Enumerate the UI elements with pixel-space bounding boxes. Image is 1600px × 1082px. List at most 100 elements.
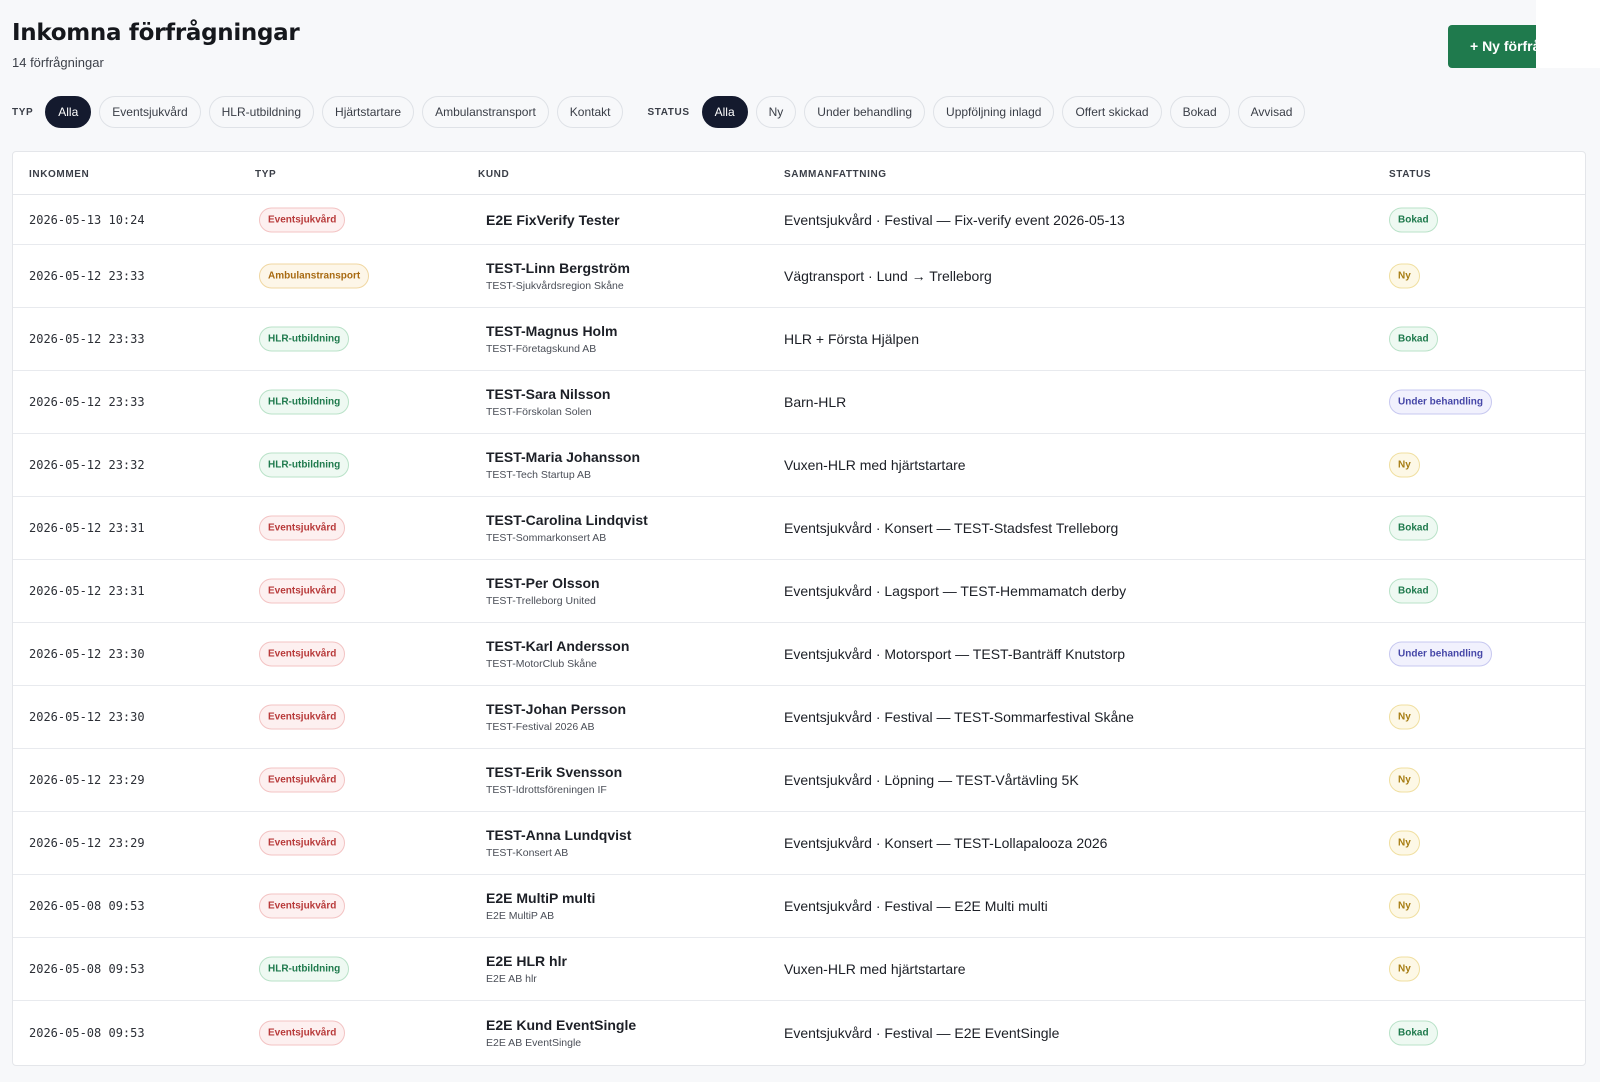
table-row[interactable]: 2026-05-12 23:32 HLR-utbildning TEST-Maria… [13,434,1585,497]
summary: Eventsjukvård · Lagsport — TEST-Hemmamat… [784,583,1127,599]
type-filter-alla[interactable]: Alla [45,96,92,128]
table-row[interactable]: 2026-05-12 23:29 Eventsjukvård TEST-Anna L… [13,812,1585,875]
status-cell: Bokad [1389,515,1438,541]
status-badge: Ny [1389,452,1420,478]
status-filter-bokad[interactable]: Bokad [1169,96,1230,128]
type-filter-ambulanstransport[interactable]: Ambulanstransport [422,96,549,128]
column-header-typ: TYP [255,169,277,180]
customer-organization: TEST-Förskolan Solen [486,406,592,418]
table-row[interactable]: 2026-05-08 09:53 HLR-utbildning E2E HLR hl… [13,938,1585,1001]
request-count: 14 förfrågningar [12,55,104,70]
type-filter-kontakt[interactable]: Kontakt [556,96,624,128]
type-cell: Eventsjukvård [259,207,346,232]
status-cell: Bokad [1389,207,1438,232]
received-date: 2026-05-08 09:53 [29,1025,145,1040]
requests-table: INKOMMEN TYP KUND SAMMANFATTNING STATUS … [12,151,1586,1066]
table-row[interactable]: 2026-05-13 10:24 Eventsjukvård E2E FixVeri… [13,195,1585,245]
status-filter-uppfoljning-inlagd[interactable]: Uppföljning inlagd [933,96,1055,128]
status-cell: Bokad [1389,326,1438,352]
type-cell: Ambulanstransport [259,263,370,289]
received-date: 2026-05-12 23:33 [29,332,145,346]
status-filter-label: STATUS [647,106,690,118]
customer-name: E2E MultiP multi [486,890,596,906]
type-cell: HLR-utbildning [259,956,350,982]
status-badge: Ny [1389,893,1420,919]
summary: Barn-HLR [784,394,847,410]
type-badge: Eventsjukvård [259,207,346,232]
summary: HLR + Första Hjälpen [784,331,920,347]
customer-cell: TEST-Sara Nilsson TEST-Förskolan Solen [486,386,610,418]
status-filter-ny[interactable]: Ny [755,96,797,128]
status-badge: Bokad [1389,326,1438,352]
status-cell: Ny [1389,830,1420,856]
type-filter-hlr-utbildning[interactable]: HLR-utbildning [208,96,315,128]
type-cell: Eventsjukvård [259,893,346,919]
type-cell: Eventsjukvård [259,1020,346,1045]
column-header-inkommen: INKOMMEN [29,169,90,180]
status-filter-alla[interactable]: Alla [701,96,748,128]
table-row[interactable]: 2026-05-12 23:30 Eventsjukvård TEST-Johan … [13,686,1585,749]
status-cell: Ny [1389,767,1420,793]
type-cell: Eventsjukvård [259,704,346,730]
received-date: 2026-05-12 23:30 [29,647,145,661]
customer-cell: TEST-Linn Bergström TEST-Sjukvårdsregion … [486,260,630,292]
customer-name: TEST-Karl Andersson [486,638,630,654]
status-cell: Ny [1389,704,1420,730]
status-badge: Bokad [1389,1020,1438,1045]
status-filter-under-behandling[interactable]: Under behandling [804,96,926,128]
table-row[interactable]: 2026-05-12 23:31 Eventsjukvård TEST-Per Ol… [13,560,1585,623]
table-row[interactable]: 2026-05-08 09:53 Eventsjukvård E2E Kund Ev… [13,1001,1585,1064]
type-badge: Eventsjukvård [259,641,346,667]
customer-name: E2E FixVerify Tester [486,211,620,228]
filter-bar: TYP Alla Eventsjukvård HLR-utbildning Hjärt… [12,96,1306,128]
customer-cell: TEST-Johan Persson TEST-Festival 2026 AB [486,701,626,733]
customer-organization: TEST-Företagskund AB [486,343,597,355]
customer-name: E2E Kund EventSingle [486,1016,637,1033]
received-date: 2026-05-12 23:30 [29,710,145,724]
type-badge: Eventsjukvård [259,830,346,856]
customer-cell: E2E HLR hlr E2E AB hlr [486,953,567,985]
customer-cell: TEST-Erik Svensson TEST-Idrottsföreningen… [486,764,622,796]
table-row[interactable]: 2026-05-12 23:29 Eventsjukvård TEST-Erik S… [13,749,1585,812]
customer-name: TEST-Johan Persson [486,701,627,717]
table-row[interactable]: 2026-05-12 23:31 Eventsjukvård TEST-Caroli… [13,497,1585,560]
customer-name: TEST-Carolina Lindqvist [486,512,648,528]
type-badge: Eventsjukvård [259,704,346,730]
status-filter-avvisad[interactable]: Avvisad [1237,96,1306,128]
status-cell: Ny [1389,263,1420,289]
table-body: 2026-05-13 10:24 Eventsjukvård E2E FixVeri… [13,195,1585,1064]
summary: Eventsjukvård · Festival — E2E Multi mul… [784,898,1048,914]
table-row[interactable]: 2026-05-12 23:33 HLR-utbildning TEST-Magnu… [13,308,1585,371]
customer-cell: E2E FixVerify Tester [486,212,620,228]
customer-name: TEST-Linn Bergström [486,260,630,276]
table-row[interactable]: 2026-05-12 23:33 Ambulanstransport TEST-Li… [13,245,1585,308]
status-cell: Ny [1389,956,1420,982]
customer-cell: TEST-Carolina Lindqvist TEST-Sommarkonser… [486,512,648,544]
customer-name: TEST-Anna Lundqvist [486,827,632,843]
received-date: 2026-05-12 23:29 [29,773,145,787]
summary: Eventsjukvård · Konsert — TEST-Stadsfest… [784,520,1119,536]
type-badge: HLR-utbildning [259,389,350,415]
type-badge: Eventsjukvård [259,1020,346,1045]
received-date: 2026-05-12 23:32 [29,458,145,472]
customer-organization: TEST-Sjukvårdsregion Skåne [486,280,624,292]
type-cell: Eventsjukvård [259,641,346,667]
status-filter-offert-skickad[interactable]: Offert skickad [1062,96,1162,128]
table-row[interactable]: 2026-05-12 23:30 Eventsjukvård TEST-Karl A… [13,623,1585,686]
type-filter-eventsjukvard[interactable]: Eventsjukvård [99,96,201,128]
overlay-patch [1536,0,1600,68]
status-badge: Ny [1389,263,1420,289]
table-row[interactable]: 2026-05-12 23:33 HLR-utbildning TEST-Sara … [13,371,1585,434]
type-badge: HLR-utbildning [259,452,350,478]
status-cell: Under behandling [1389,389,1492,415]
type-badge: Ambulanstransport [259,263,370,289]
summary: Eventsjukvård · Motorsport — TEST-Banträ… [784,646,1126,662]
customer-organization: E2E MultiP AB [486,910,555,922]
customer-cell: TEST-Karl Andersson TEST-MotorClub Skåne [486,638,629,670]
type-cell: Eventsjukvård [259,578,346,604]
type-badge: Eventsjukvård [259,578,346,604]
type-filter-hjartstartare[interactable]: Hjärtstartare [322,96,415,128]
received-date: 2026-05-08 09:53 [29,962,145,976]
type-badge: Eventsjukvård [259,767,346,793]
table-row[interactable]: 2026-05-08 09:53 Eventsjukvård E2E MultiP … [13,875,1585,938]
